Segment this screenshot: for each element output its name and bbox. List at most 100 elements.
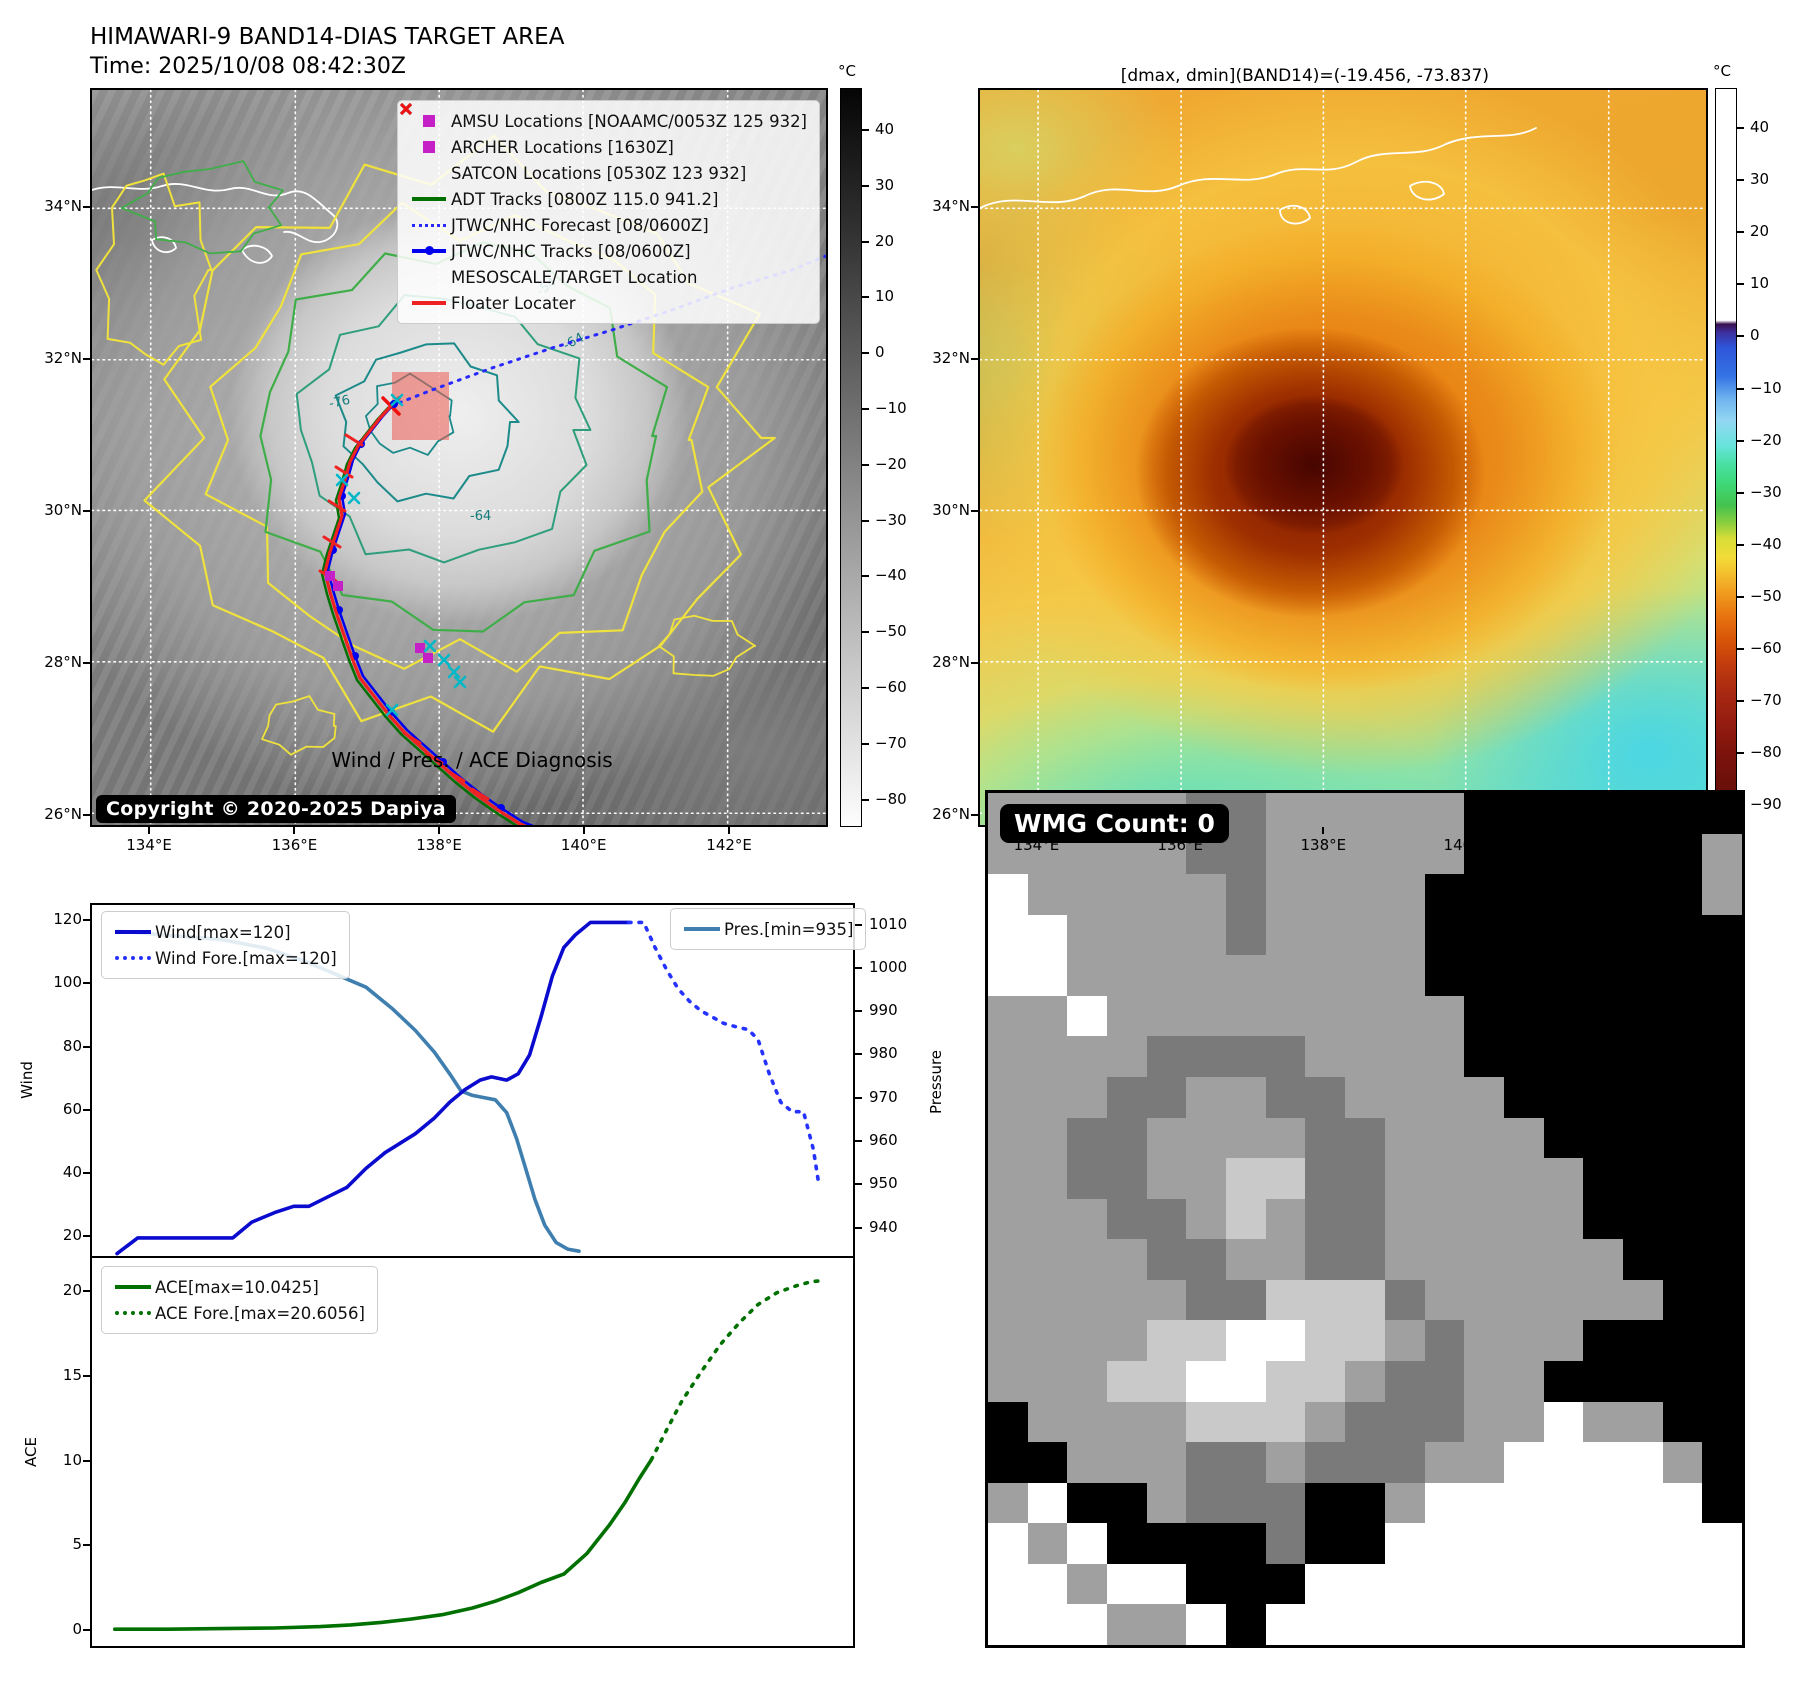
awv-cbar-tick: 40 [1750,118,1770,136]
wmg-cell [1702,1523,1742,1564]
wmg-cell [1622,995,1663,1037]
wmg-cell [1543,1523,1584,1564]
wmg-cell [1265,955,1306,996]
awv-lat-label: 28°N [932,652,970,671]
wmg-cell [1464,955,1504,996]
target-area-box [392,372,449,440]
wmg-cell [1583,1077,1623,1118]
wmg-cell [1503,1563,1544,1605]
legend-item-label: ACE Fore.[max=20.6056] [155,1303,365,1323]
wmg-cell [1384,1604,1425,1645]
wmg-cell [1543,995,1584,1037]
wmg-cell [1622,833,1663,875]
band14-cbar-tickmark [862,798,869,801]
wmg-cell [1662,955,1703,996]
wmg-cell [1345,995,1385,1037]
pressure-ytickmark [855,1053,862,1056]
wmg-cell [1067,995,1108,1037]
wmg-cell [1662,1604,1703,1645]
wmg-cell [1662,1117,1703,1159]
wmg-cell [1265,1320,1306,1361]
wmg-cell [1305,1361,1346,1402]
wmg-cell [1424,1320,1465,1361]
wmg-cell [1265,1482,1306,1524]
band14-lat-tick [83,661,90,664]
wmg-cell [1146,1482,1187,1524]
legend-item-label: MESOSCALE/TARGET Location [451,267,698,287]
wind-pressure-chart: Wind[max=120] Wind Fore.[max=120] Pres.[m… [90,903,867,1258]
wmg-cell [1226,1401,1266,1443]
wmg-cell [1622,1320,1663,1361]
wmg-cell [1464,833,1504,875]
wmg-cell [1226,1482,1266,1524]
legend-item: JTWC/NHC Tracks [08/0600Z] [407,238,807,264]
wmg-cell [1384,793,1425,834]
wmg-cell [1424,1604,1465,1645]
wmg-cell [1622,1482,1663,1524]
legend-item: ARCHER Locations [1630Z] [407,134,807,160]
awv-cbar-tick: 30 [1750,170,1770,189]
wmg-cell [1543,1482,1584,1524]
wmg-cell [1583,793,1623,834]
awv-map [978,88,1708,827]
wmg-cell [1067,955,1108,996]
wmg-cell [1067,1320,1108,1361]
wmg-cell [1107,1563,1147,1605]
wmg-cell [1583,1563,1623,1605]
wmg-cell [1107,1361,1147,1402]
wmg-cell [1424,1198,1465,1240]
wmg-cell [1424,1239,1465,1280]
wmg-cell [1583,1401,1623,1443]
awv-cbar-tickmark [1737,804,1744,807]
awv-cbar-tickmark [1737,283,1744,286]
square-marker-icon [407,141,451,153]
awv-cbar-tickmark [1737,127,1744,129]
wmg-cell [1067,1523,1108,1564]
wmg-cell [1027,955,1068,996]
wmg-cell [1186,1279,1227,1321]
wmg-cell [1464,1198,1504,1240]
wmg-cell [1583,955,1623,996]
wmg-cell [1027,1279,1068,1321]
wind-ytick: 40 [62,1162,82,1181]
band14-lon-label: 138°E [416,836,462,854]
band14-lon-tick [293,827,296,834]
band14-cbar-tick: 30 [875,175,895,194]
wmg-cell [1543,1442,1584,1483]
line-marker-icon [407,301,451,305]
wmg-cell [1662,1401,1703,1443]
awv-map-overlay [980,90,1706,825]
wmg-cell [1265,793,1306,834]
wmg-cell [1464,1036,1504,1077]
band14-lat-tick [83,205,90,208]
wmg-cell [1345,1117,1385,1159]
wmg-cell [1662,1563,1703,1605]
solid-line-icon [111,1285,155,1289]
wmg-cell [1226,914,1266,956]
wmg-cell [1503,1320,1544,1361]
wmg-cell [1345,1361,1385,1402]
pressure-ytickmark [855,1010,862,1013]
wmg-cell [1186,1077,1227,1118]
band14-cbar-tick: 20 [875,231,895,250]
wmg-cell [1384,1482,1425,1524]
legend-item-label: Floater Locater [451,293,576,313]
wmg-panel: WMG Count: 0 [985,790,1745,1648]
awv-cbar-tick: 10 [1750,274,1770,293]
band14-cbar-tick: 0 [875,343,885,362]
wmg-cell [1543,1361,1584,1402]
pressure-ytick: 980 [869,1044,898,1063]
band14-lat-label: 26°N [44,805,82,824]
wmg-cell [1702,1604,1742,1645]
wmg-cell [1305,1401,1346,1443]
wmg-cell [1146,1117,1187,1159]
wmg-cell [1305,833,1346,875]
awv-cbar-tick: −90 [1750,795,1782,814]
wmg-cell [1662,1320,1703,1361]
wmg-cell [1424,1117,1465,1159]
wmg-cell [1464,1077,1504,1118]
awv-lat-tick [971,661,978,664]
wmg-cell [1702,1482,1742,1524]
band14-cbar-tick: −70 [875,733,907,752]
wmg-cell [1186,1523,1227,1564]
